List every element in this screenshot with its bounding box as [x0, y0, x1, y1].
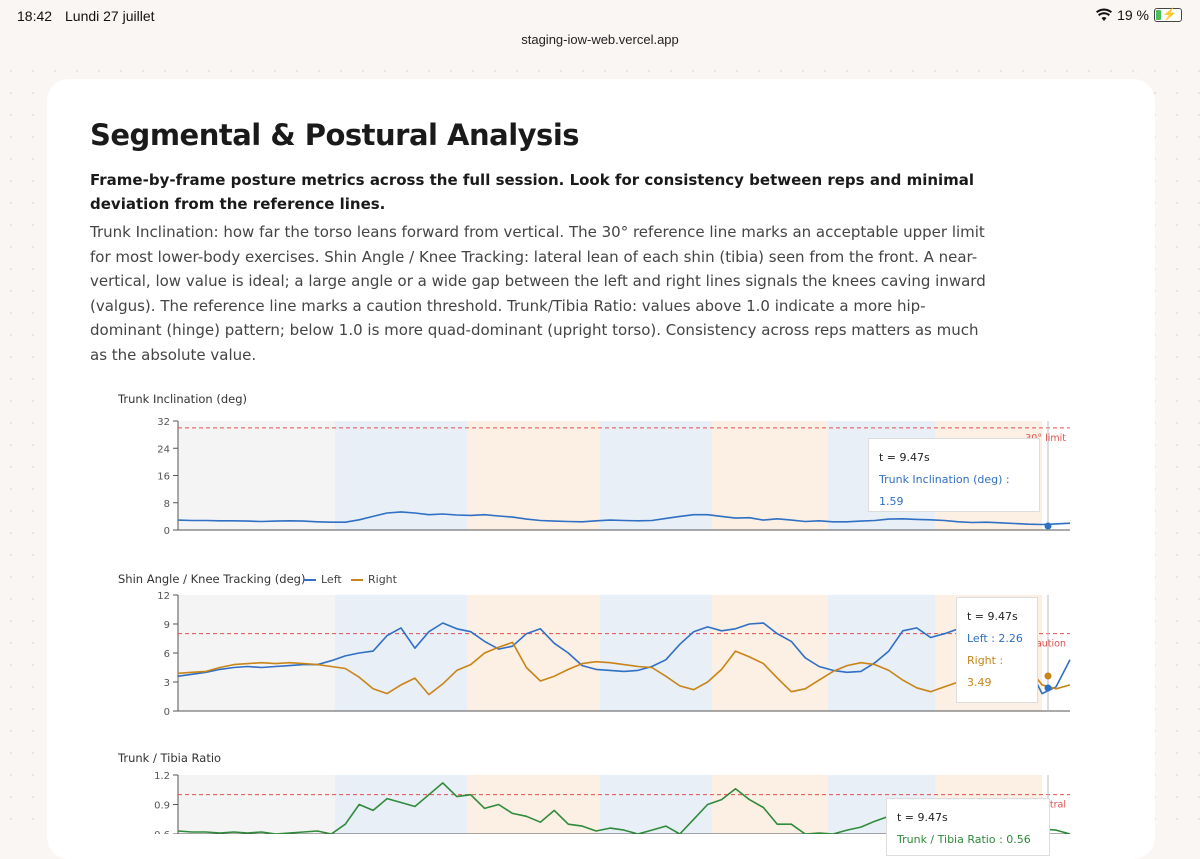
tooltip-ratio: t = 9.47s Trunk / Tibia Ratio : 0.56	[886, 798, 1050, 856]
status-right: 19 % ⚡	[1096, 7, 1182, 23]
y-tick-label-0-4: 0	[164, 526, 170, 537]
cursor-dot-trunk	[1044, 522, 1052, 530]
y-tick-label-1-2: 6	[164, 649, 170, 660]
cursor-dot-right	[1044, 672, 1052, 680]
page-lead: Frame-by-frame posture metrics across th…	[90, 171, 975, 213]
band-0-0	[178, 421, 335, 530]
y-tick-label-0-3: 8	[164, 499, 170, 510]
tooltip-shin-time: t = 9.47s	[967, 610, 1018, 623]
y-tick-label-2-0: 1.2	[154, 771, 170, 782]
status-time: 18:42	[17, 8, 53, 24]
battery-percent: 19 %	[1117, 7, 1149, 23]
band-2-1	[335, 775, 467, 834]
status-date: Lundi 27 juillet	[65, 8, 155, 24]
wifi-icon	[1096, 8, 1113, 21]
band-1-1	[335, 595, 467, 711]
y-tick-label-0-0: 32	[157, 417, 170, 428]
legend-left-label: Left	[321, 573, 342, 586]
chart-title-ratio: Trunk / Tibia Ratio	[118, 751, 222, 765]
chart-title-shin: Shin Angle / Knee Tracking (deg)	[118, 572, 306, 586]
page-title: Segmental & Postural Analysis	[90, 118, 580, 152]
band-1-3	[600, 595, 712, 711]
band-2-0	[178, 775, 335, 834]
band-1-2	[467, 595, 600, 711]
browser-url[interactable]: staging-iow-web.vercel.app	[521, 32, 679, 47]
battery-icon: ⚡	[1154, 7, 1182, 22]
tooltip-trunk: t = 9.47s Trunk Inclination (deg) : 1.59	[868, 438, 1040, 512]
series-line-0-0	[177, 511, 1071, 526]
series-line-1-1	[177, 640, 1071, 696]
tooltip-shin-right: Right : 3.49	[967, 654, 1004, 689]
tooltip-ratio-value: Trunk / Tibia Ratio : 0.56	[897, 833, 1031, 846]
legend-right[interactable]: Right	[351, 573, 397, 586]
tooltip-shin-left: Left : 2.26	[967, 632, 1023, 645]
y-tick-label-0-2: 16	[157, 472, 170, 483]
y-tick-label-2-2: 0.6	[154, 830, 170, 834]
y-tick-label-2-1: 0.9	[154, 801, 170, 812]
tooltip-ratio-time: t = 9.47s	[897, 811, 948, 824]
band-1-4	[712, 595, 828, 711]
tooltip-shin: t = 9.47s Left : 2.26 Right : 3.49	[956, 597, 1038, 703]
legend-left[interactable]: Left	[304, 573, 342, 586]
series-line-1-0	[177, 622, 1071, 695]
reference-label-0: 30° limit	[1025, 433, 1066, 444]
chart-title-trunk: Trunk Inclination (deg)	[118, 392, 248, 406]
band-0-3	[600, 421, 712, 530]
band-0-4	[712, 421, 828, 530]
y-tick-label-1-3: 3	[164, 678, 170, 689]
y-tick-label-1-0: 12	[157, 591, 170, 602]
y-tick-label-0-1: 24	[157, 444, 170, 455]
legend-right-label: Right	[368, 573, 397, 586]
y-tick-label-1-1: 9	[164, 620, 170, 631]
tooltip-trunk-value: Trunk Inclination (deg) : 1.59	[879, 473, 1010, 508]
y-tick-label-1-4: 0	[164, 707, 170, 718]
status-bar: 18:42 Lundi 27 juillet 19 % ⚡	[0, 0, 1200, 32]
band-1-0	[178, 595, 335, 711]
band-2-2	[467, 775, 600, 834]
tooltip-trunk-time: t = 9.47s	[879, 451, 930, 464]
band-2-4	[712, 775, 828, 834]
cursor-dot-left	[1044, 684, 1052, 692]
page-description: Trunk Inclination: how far the torso lea…	[90, 223, 986, 364]
band-0-2	[467, 421, 600, 530]
band-1-5	[828, 595, 935, 711]
band-2-3	[600, 775, 712, 834]
